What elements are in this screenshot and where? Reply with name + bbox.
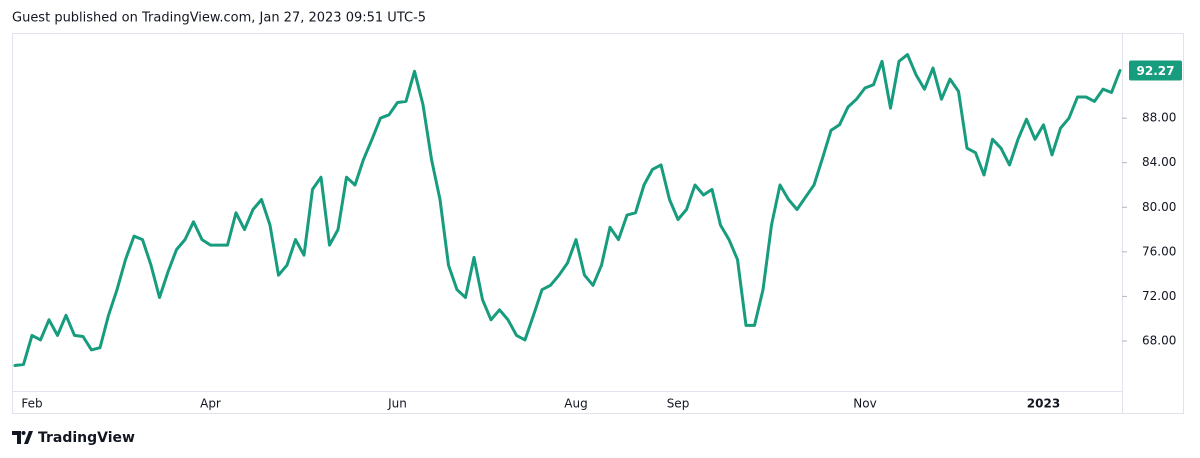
footer-brand: TradingView [38, 430, 135, 446]
x-tick-label: Jun [387, 397, 407, 411]
y-tick-label: 76.00 [1142, 244, 1176, 258]
last-price-label: 92.27 [1137, 64, 1175, 78]
y-tick-label: 68.00 [1142, 333, 1176, 347]
x-tick-label: Aug [564, 397, 587, 411]
y-tick-label: 88.00 [1142, 111, 1176, 125]
y-tick-label: 80.00 [1142, 200, 1176, 214]
chart-frame [12, 33, 1184, 414]
x-tick-label: Nov [853, 397, 876, 411]
tradingview-logo [12, 431, 33, 444]
publish-info: Guest published on TradingView.com, Jan … [12, 11, 426, 26]
x-tick-label: Apr [200, 397, 221, 411]
price-line [13, 53, 1122, 367]
last-price-box [1129, 60, 1182, 81]
x-tick-label: Feb [21, 397, 42, 411]
x-tick-label: 2023 [1027, 397, 1060, 411]
y-tick-label: 84.00 [1142, 155, 1176, 169]
y-tick-label: 72.00 [1142, 289, 1176, 303]
x-tick-label: Sep [667, 397, 690, 411]
